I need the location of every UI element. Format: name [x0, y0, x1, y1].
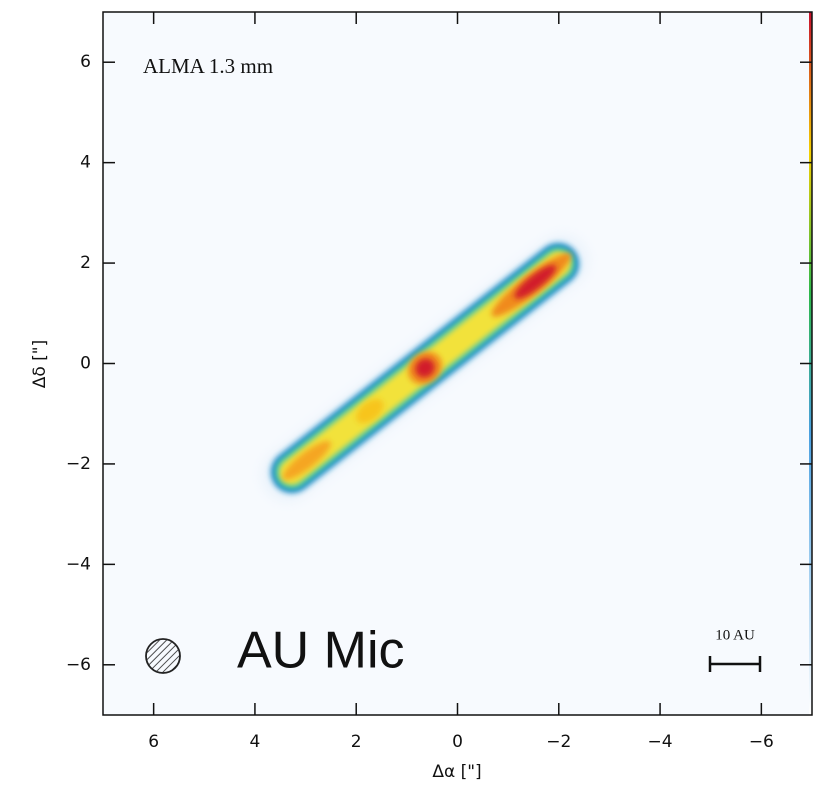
y-tick-label: −2 — [66, 454, 91, 474]
y-tick-label: 4 — [80, 153, 91, 173]
annotation: ALMA 1.3 mm — [143, 54, 273, 78]
disk — [261, 234, 589, 502]
x-tick-label: 2 — [351, 732, 362, 752]
x-tick-label: 6 — [148, 732, 159, 752]
beam — [145, 638, 181, 674]
y-tick-label: 2 — [80, 253, 91, 273]
x-tick-label: −4 — [648, 732, 673, 752]
annotation: 10 AU — [715, 627, 755, 643]
x-tick-label: −2 — [546, 732, 571, 752]
annotation: AU Mic — [237, 622, 405, 680]
y-axis-label: Δδ ["] — [30, 340, 50, 389]
y-tick-label: 0 — [80, 354, 91, 374]
x-tick-label: 4 — [250, 732, 261, 752]
x-tick-label: −6 — [749, 732, 774, 752]
y-tick-label: −4 — [66, 554, 91, 574]
scale-bar — [708, 656, 762, 672]
y-tick-label: −6 — [66, 655, 91, 675]
x-tick-label: 0 — [452, 732, 463, 752]
y-tick-label: 6 — [80, 52, 91, 72]
x-axis-label: Δα ["] — [432, 762, 481, 782]
